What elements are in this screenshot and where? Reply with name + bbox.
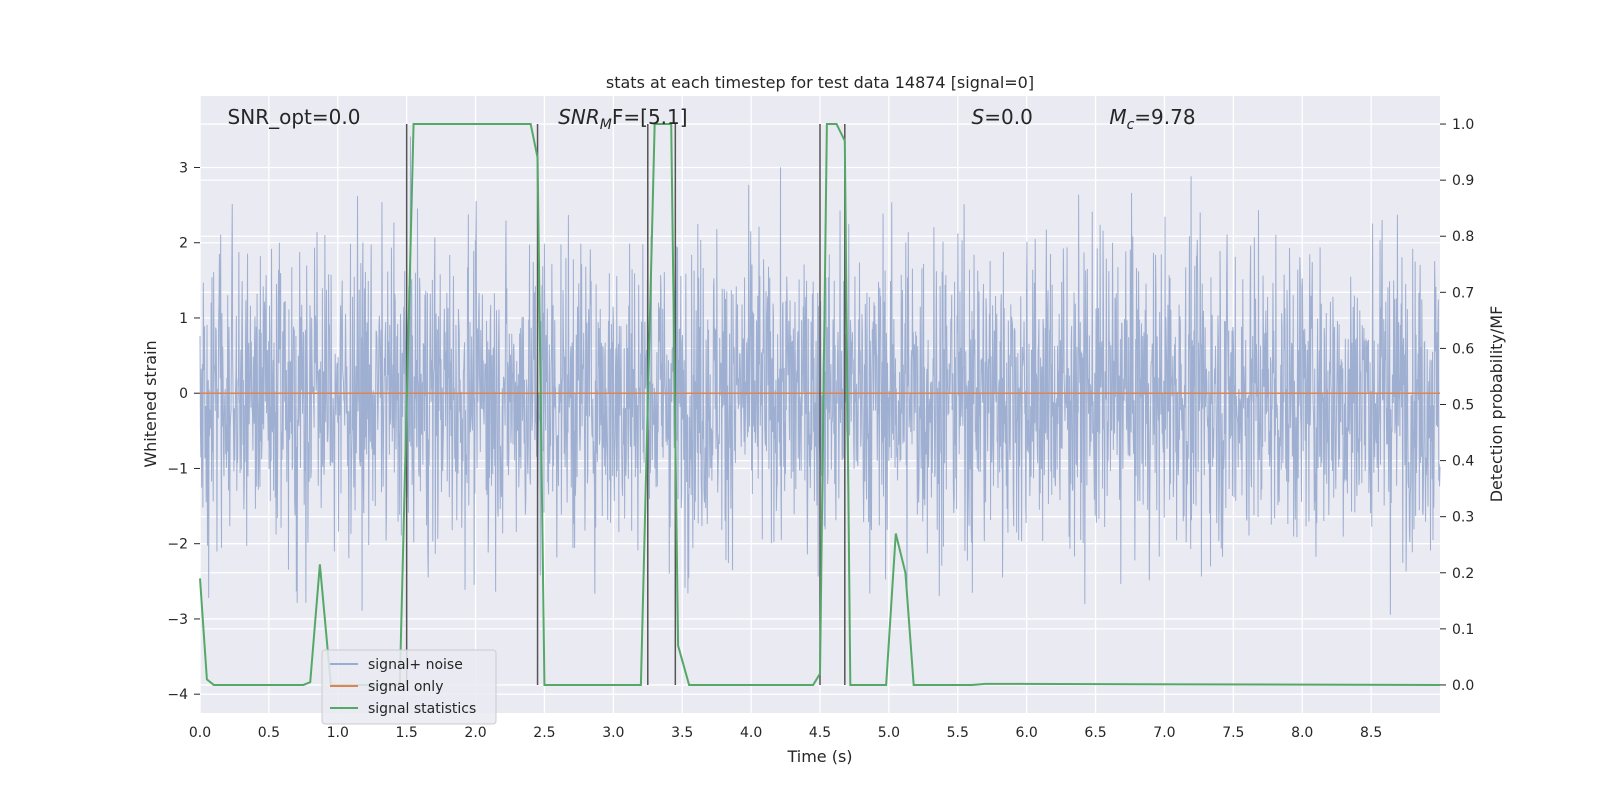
annotation-2: S=0.0 xyxy=(972,105,1033,129)
y-right-tick-label: 0.8 xyxy=(1452,229,1474,245)
x-tick-label: 5.0 xyxy=(878,725,900,741)
x-tick-labels: 0.0 0.5 1.0 1.5 2.0 2.5 3.0 3.5 4.0 4.5 5.0 5.5 6.0 6… xyxy=(189,725,1382,741)
y-right-tick-label: 0.4 xyxy=(1452,454,1474,470)
x-tick-label: 4.0 xyxy=(740,725,762,741)
annotation-1: SNRMF=[5.1] xyxy=(558,105,687,133)
y-left-tick-label: −1 xyxy=(167,461,188,477)
legend-frame xyxy=(321,649,497,725)
annotations: SNR_opt=0.0 SNRMF=[5.1] S=0.0 Mc=9.78 xyxy=(228,105,1196,133)
x-tick-label: 3.5 xyxy=(671,725,693,741)
chart-title: stats at each timestep for test data 148… xyxy=(606,73,1034,92)
legend-label-signal-noise: signal+ noise xyxy=(368,657,463,673)
y-right-tick-label: 1.0 xyxy=(1452,117,1474,133)
x-axis-label: Time (s) xyxy=(786,747,852,766)
y-right-tick-label: 0.5 xyxy=(1452,398,1474,414)
x-tick-label: 3.0 xyxy=(602,725,624,741)
x-tick-label: 5.5 xyxy=(947,725,969,741)
annotation-0: SNR_opt=0.0 xyxy=(228,105,361,129)
legend-label-signal-statistics: signal statistics xyxy=(368,701,476,717)
x-tick-label: 7.0 xyxy=(1153,725,1175,741)
y-right-tick-label: 0.9 xyxy=(1452,173,1474,189)
y-left-tick-label: 0 xyxy=(179,386,188,402)
x-tick-label: 6.0 xyxy=(1016,725,1038,741)
legend: signal+ noise signal only signal statist… xyxy=(321,649,497,725)
y-axis-left-label: Whitened strain xyxy=(141,340,160,467)
y-right-tick-label: 0.2 xyxy=(1452,566,1474,582)
x-tick-label: 4.5 xyxy=(809,725,831,741)
y-right-tick-label: 0.7 xyxy=(1452,285,1474,301)
y-left-tick-label: 1 xyxy=(179,311,188,327)
x-tick-label: 1.0 xyxy=(327,725,349,741)
y-right-tick-label: 0.1 xyxy=(1452,622,1474,638)
y-left-tick-label: −2 xyxy=(167,537,188,553)
series-signal-statistics xyxy=(199,123,1441,686)
y-left-tick-label: 3 xyxy=(179,160,188,176)
x-tick-label: 8.5 xyxy=(1360,725,1382,741)
x-tick-label: 7.5 xyxy=(1222,725,1244,741)
signal-statistics-line xyxy=(199,123,1441,686)
y-left-tick-label: 2 xyxy=(179,236,188,252)
x-tick-label: 1.5 xyxy=(396,725,418,741)
x-tick-label: 0.5 xyxy=(258,725,280,741)
y-axis-right-label: Detection probability/MF xyxy=(1487,306,1506,503)
y-right-tick-label: 0.0 xyxy=(1452,678,1474,694)
y-right-tick-label: 0.3 xyxy=(1452,510,1474,526)
x-tick-label: 0.0 xyxy=(189,725,211,741)
y-right-tick-label: 0.6 xyxy=(1452,341,1474,357)
y-left-tick-labels: −4 −3 −2 −1 0 1 2 3 xyxy=(167,160,188,703)
annotation-3: Mc=9.78 xyxy=(1109,105,1195,133)
legend-label-signal-only: signal only xyxy=(368,679,443,695)
x-tick-label: 8.0 xyxy=(1291,725,1313,741)
x-tick-label: 6.5 xyxy=(1084,725,1106,741)
y-left-tick-label: −4 xyxy=(167,687,188,703)
y-right-tick-labels: 0.0 0.1 0.2 0.3 0.4 0.5 0.6 0.7 0.8 0.9 1.0 xyxy=(1452,117,1474,694)
x-tick-label: 2.0 xyxy=(464,725,486,741)
x-tick-label: 2.5 xyxy=(533,725,555,741)
y-left-tick-label: −3 xyxy=(167,612,188,628)
